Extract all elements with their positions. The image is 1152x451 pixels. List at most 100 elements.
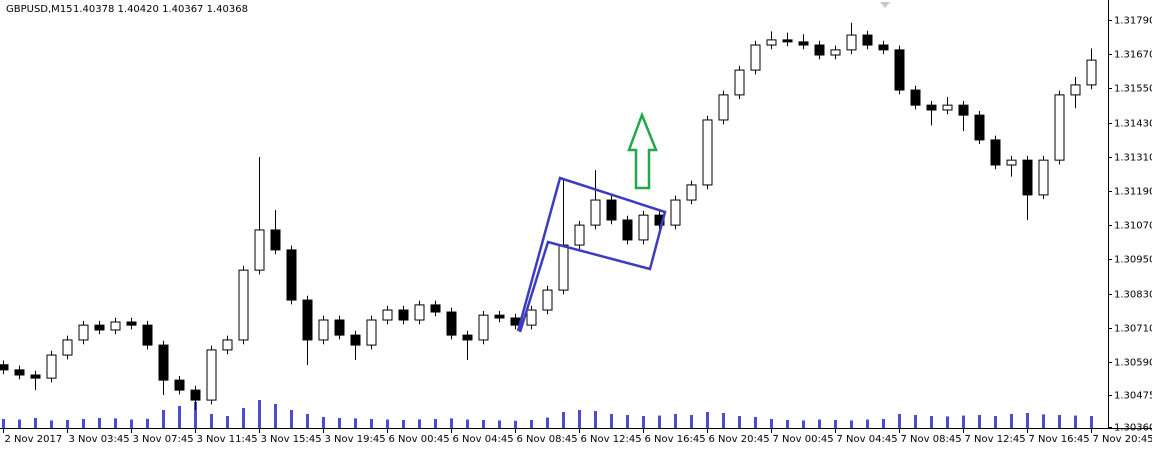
candle-body: [766, 39, 777, 46]
volume-bar: [1026, 413, 1029, 428]
volume-bar: [706, 412, 709, 428]
x-tick-label: 6 Nov 08:45: [517, 434, 578, 445]
candle-body: [462, 334, 473, 341]
volume-bar: [578, 410, 581, 428]
volume-bar: [114, 418, 117, 428]
candle-body: [926, 104, 937, 111]
candle-body: [782, 39, 793, 43]
volume-bar: [258, 400, 261, 428]
flag-pattern: [516, 176, 667, 333]
volume-bar: [610, 414, 613, 428]
candle-body: [734, 69, 745, 96]
volume-bar: [802, 420, 805, 428]
x-tick-label: 2 Nov 2017: [5, 434, 63, 445]
volume-bar: [674, 414, 677, 428]
candle-body: [606, 199, 617, 221]
volume-bar: [1010, 414, 1013, 428]
candle-body: [894, 49, 905, 91]
volume-bar: [850, 420, 853, 428]
volume-bar: [914, 415, 917, 428]
candle-body: [270, 229, 281, 251]
candle-body: [174, 379, 185, 391]
volume-bar: [66, 420, 69, 428]
volume-bar: [818, 419, 821, 428]
volume-bar: [930, 416, 933, 428]
candle-body: [430, 304, 441, 313]
candle-body: [1070, 84, 1081, 96]
candle-body: [526, 309, 537, 326]
x-tick-label: 7 Nov 08:45: [901, 434, 962, 445]
y-tick-label: 1.31190: [1114, 187, 1152, 198]
x-tick-label: 7 Nov 20:45: [1093, 434, 1152, 445]
volume-bar: [498, 420, 501, 428]
candle-body: [718, 94, 729, 121]
y-tick-label: 1.31550: [1114, 84, 1152, 95]
x-tick-label: 6 Nov 20:45: [709, 434, 770, 445]
volume-bar: [1074, 415, 1077, 428]
volume-bar: [786, 420, 789, 428]
candle-body: [46, 354, 57, 379]
volume-bar: [530, 420, 533, 428]
candle-body: [238, 269, 249, 341]
flag-outline: [516, 176, 667, 333]
candle-body: [494, 314, 505, 319]
y-tick-label: 1.30830: [1114, 290, 1152, 301]
candle-body: [1022, 159, 1033, 196]
volume-bar: [290, 410, 293, 428]
candle-body: [254, 229, 265, 271]
candle-body: [126, 321, 137, 326]
candle-body: [0, 364, 9, 371]
x-tick-label: 3 Nov 15:45: [261, 434, 322, 445]
volume-bar: [514, 420, 517, 428]
volume-bar: [722, 413, 725, 428]
candle-body: [30, 374, 41, 379]
volume-bar: [770, 419, 773, 428]
plot-area: [0, 22, 1097, 428]
candle-body: [942, 104, 953, 111]
volume-bar: [402, 420, 405, 428]
candle-body: [862, 34, 873, 46]
symbol-title: GBPUSD,M15: [6, 4, 73, 15]
volume-bar: [210, 414, 213, 428]
candle-body: [1006, 159, 1017, 166]
volume-bar: [130, 419, 133, 428]
y-tick-label: 1.31790: [1114, 16, 1152, 27]
volume-bar: [978, 415, 981, 428]
candle-body: [398, 309, 409, 321]
x-tick-label: 7 Nov 00:45: [773, 434, 834, 445]
candle-body: [958, 104, 969, 116]
volume-bar: [834, 420, 837, 428]
candle-body: [830, 49, 841, 56]
candle-body: [14, 369, 25, 376]
candle-body: [686, 184, 697, 201]
volume-bar: [946, 416, 949, 428]
volume-bar: [194, 402, 197, 428]
candle-body: [974, 114, 985, 141]
candle-body: [414, 304, 425, 321]
volume-bar: [18, 419, 21, 428]
x-tick-label: 7 Nov 12:45: [965, 434, 1026, 445]
volume-bar: [658, 415, 661, 428]
volume-bar: [50, 420, 53, 428]
candle-body: [558, 244, 569, 291]
x-tick-label: 7 Nov 04:45: [837, 434, 898, 445]
volume-bar: [642, 416, 645, 428]
candle-body: [846, 34, 857, 51]
candle-body: [382, 309, 393, 321]
candle-body: [142, 324, 153, 346]
volume-bar: [322, 417, 325, 428]
candle-body: [1038, 159, 1049, 196]
candle-body: [286, 249, 297, 301]
volume-bar: [466, 419, 469, 428]
candle-body: [910, 89, 921, 106]
volume-bar: [450, 418, 453, 428]
volume-bar: [242, 408, 245, 428]
candle-body: [366, 319, 377, 346]
y-tick-label: 1.30950: [1114, 255, 1152, 266]
volume-bar: [1090, 416, 1093, 428]
y-tick-label: 1.31310: [1114, 153, 1152, 164]
candle-body: [78, 324, 89, 341]
y-tick-label: 1.30360: [1114, 423, 1152, 434]
volume-bar: [306, 414, 309, 428]
volume-bar: [546, 417, 549, 428]
